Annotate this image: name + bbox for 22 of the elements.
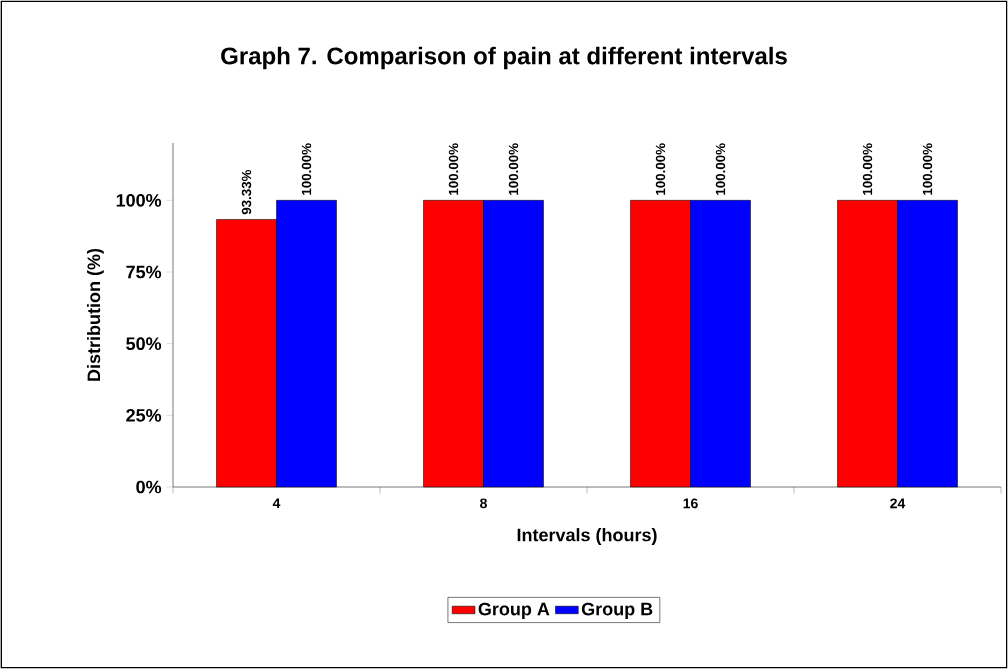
y-tick-label: 0% xyxy=(136,480,162,494)
y-axis-title: Distribution (%) xyxy=(86,248,104,381)
y-tick-label: 100% xyxy=(116,193,162,207)
y-tick-label: 50% xyxy=(126,337,162,351)
data-label: 100.00% xyxy=(862,143,873,195)
data-label: 100.00% xyxy=(922,143,933,195)
x-tick-label: 16 xyxy=(683,498,698,509)
data-label: 100.00% xyxy=(301,143,312,195)
x-axis-title: Intervals (hours) xyxy=(517,528,657,545)
data-label: 100.00% xyxy=(655,143,666,195)
data-label: 100.00% xyxy=(508,143,519,195)
y-tick-label: 25% xyxy=(126,408,162,422)
data-label: 93.33% xyxy=(241,169,252,215)
chart-title: Graph 7. Comparison of pain at different intervals xyxy=(221,46,787,70)
data-label: 100.00% xyxy=(715,143,726,195)
legend-label: Group B xyxy=(581,602,653,619)
data-label: 100.00% xyxy=(448,143,459,195)
legend-label: Group A xyxy=(478,602,550,619)
x-tick-label: 4 xyxy=(272,498,281,509)
y-tick-label: 75% xyxy=(126,265,162,279)
x-tick-label: 24 xyxy=(890,498,906,509)
x-tick-label: 8 xyxy=(480,498,487,509)
